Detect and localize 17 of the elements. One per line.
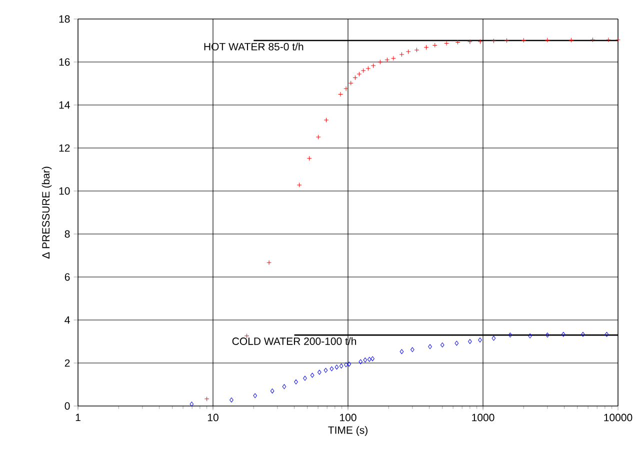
y-tick-label: 12 xyxy=(59,144,70,152)
y-tick-label: 14 xyxy=(59,101,70,109)
y-axis-title: Δ PRESSURE (bar) xyxy=(42,166,52,259)
x-axis-title: TIME (s) xyxy=(328,426,368,436)
y-tick-label: 16 xyxy=(59,58,70,66)
y-tick-label: 8 xyxy=(64,230,70,238)
y-tick-label: 2 xyxy=(64,359,70,367)
x-tick-label: 100 xyxy=(340,414,356,422)
y-tick-label: 10 xyxy=(59,187,70,195)
x-tick-label: 1000 xyxy=(472,414,494,422)
y-tick-label: 18 xyxy=(59,15,70,23)
y-tick-label: 6 xyxy=(64,273,70,281)
y-tick-label: 4 xyxy=(64,316,70,324)
y-tick-label: 0 xyxy=(64,402,70,410)
x-tick-label: 10000 xyxy=(604,414,632,422)
x-tick-label: 1 xyxy=(76,414,80,422)
x-tick-label: 10 xyxy=(208,414,218,422)
